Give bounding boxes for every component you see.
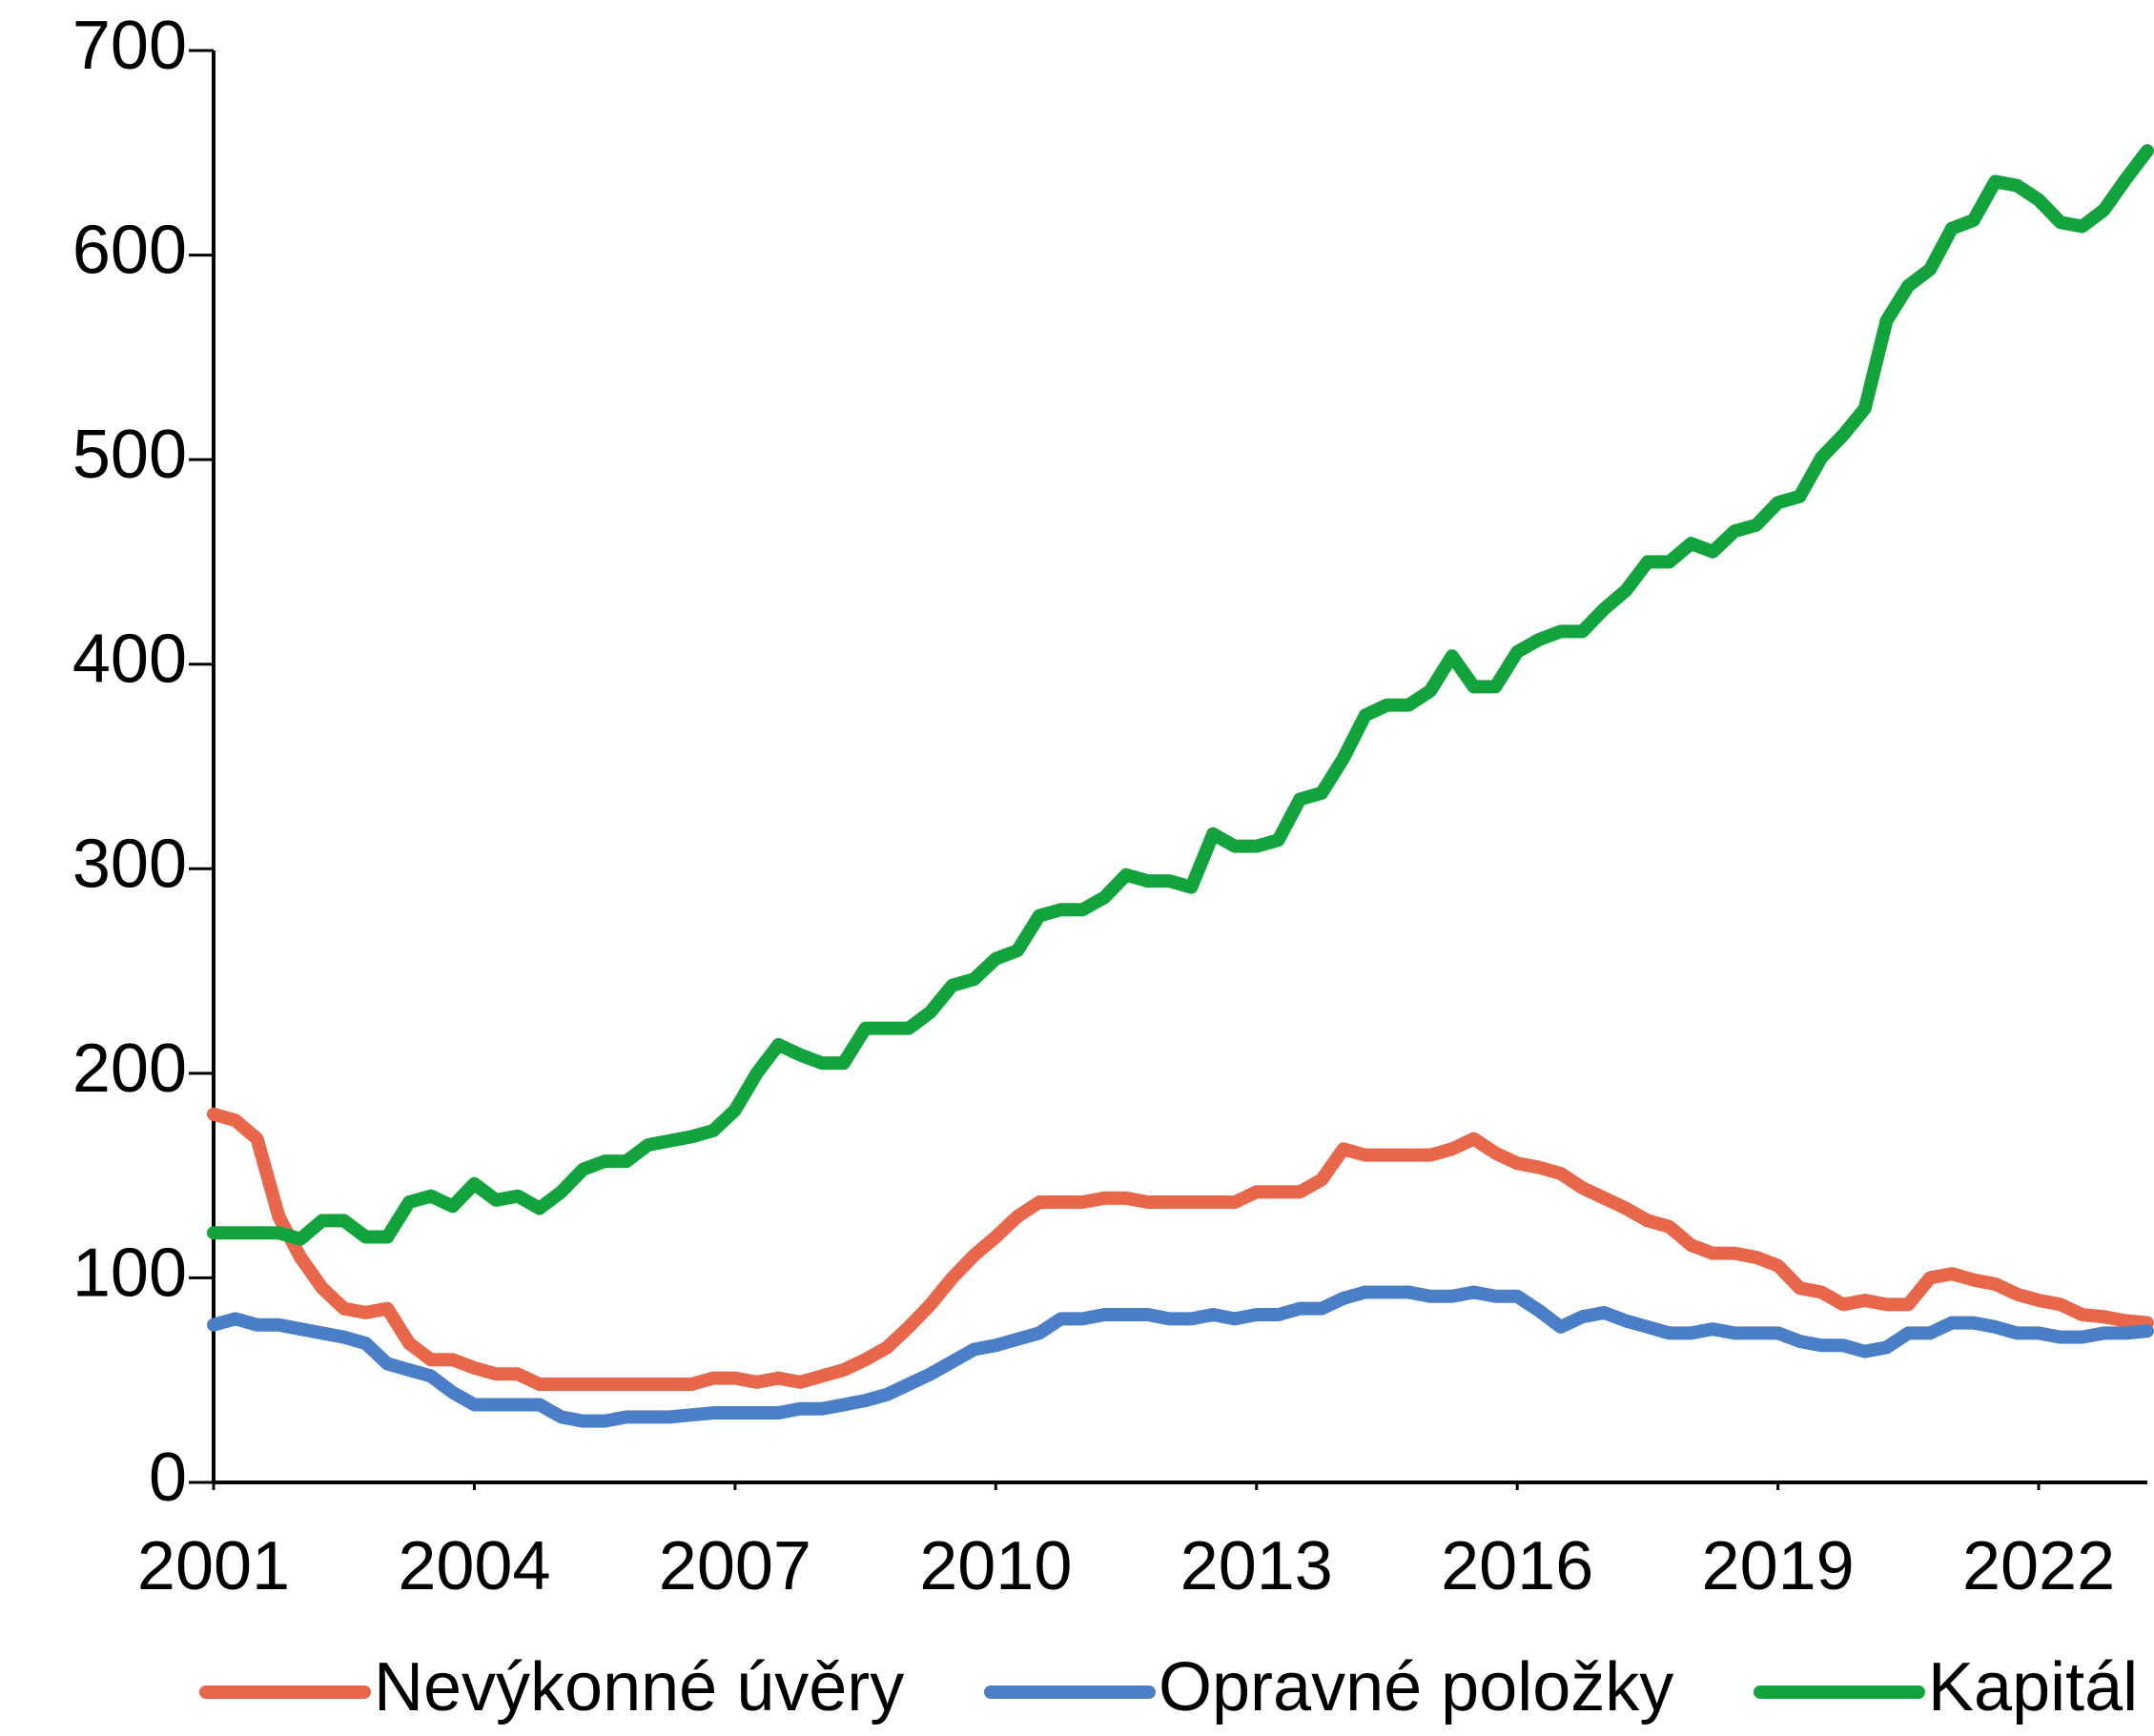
series-line [207,144,2154,1246]
x-tick-label: 2004 [398,1528,550,1604]
legend-label: Kapitál [1928,1649,2138,1726]
y-tick-label: 500 [72,417,187,493]
x-tick-label: 2019 [1702,1528,1855,1604]
x-tick-label: 2016 [1441,1528,1593,1604]
x-tick-label: 2007 [659,1528,811,1604]
x-tick-label: 2013 [1180,1528,1333,1604]
y-tick-label: 0 [149,1440,187,1516]
y-tick-label: 400 [72,622,187,698]
y-tick-label: 700 [72,8,187,84]
legend-label: Nevýkonné úvěry [374,1649,904,1726]
legend-label: Opravné položky [1159,1649,1673,1726]
x-tick-label: 2001 [137,1528,290,1604]
y-tick-label: 200 [72,1031,187,1107]
series-line [207,1285,2154,1428]
y-tick-label: 300 [72,826,187,902]
x-tick-label: 2022 [1962,1528,2115,1604]
x-tick-label: 2010 [919,1528,1072,1604]
y-tick-label: 600 [72,213,187,289]
series-line [207,1107,2154,1392]
y-tick-label: 100 [72,1235,187,1311]
